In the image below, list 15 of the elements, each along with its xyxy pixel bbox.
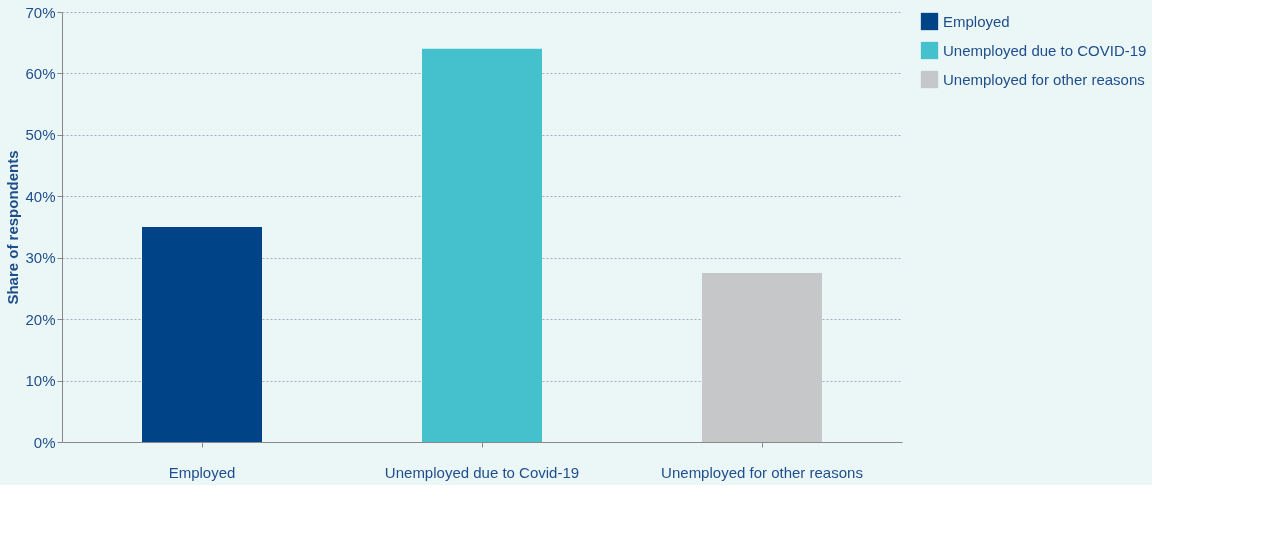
y-axis-title: Share of respondents: [4, 150, 22, 305]
y-tick-label: 10%: [25, 372, 56, 390]
x-tick-label: Employed: [168, 463, 236, 481]
y-tick-label: 30%: [25, 249, 56, 267]
x-tick-label: Unemployed for other reasons: [661, 463, 863, 481]
legend-label: Unemployed due to COVID-19: [943, 41, 1147, 59]
y-tick-label: 0%: [33, 433, 56, 451]
y-tick-label: 40%: [25, 187, 56, 205]
legend-label: Employed: [943, 12, 1010, 30]
y-tick-label: 70%: [25, 3, 56, 21]
y-tick-label: 60%: [25, 64, 56, 82]
x-tick-label: Unemployed due to Covid-19: [384, 463, 580, 481]
y-tick-label: 20%: [25, 310, 56, 328]
legend-label: Unemployed for other reasons: [943, 70, 1145, 88]
y-tick-label: 50%: [25, 126, 56, 144]
